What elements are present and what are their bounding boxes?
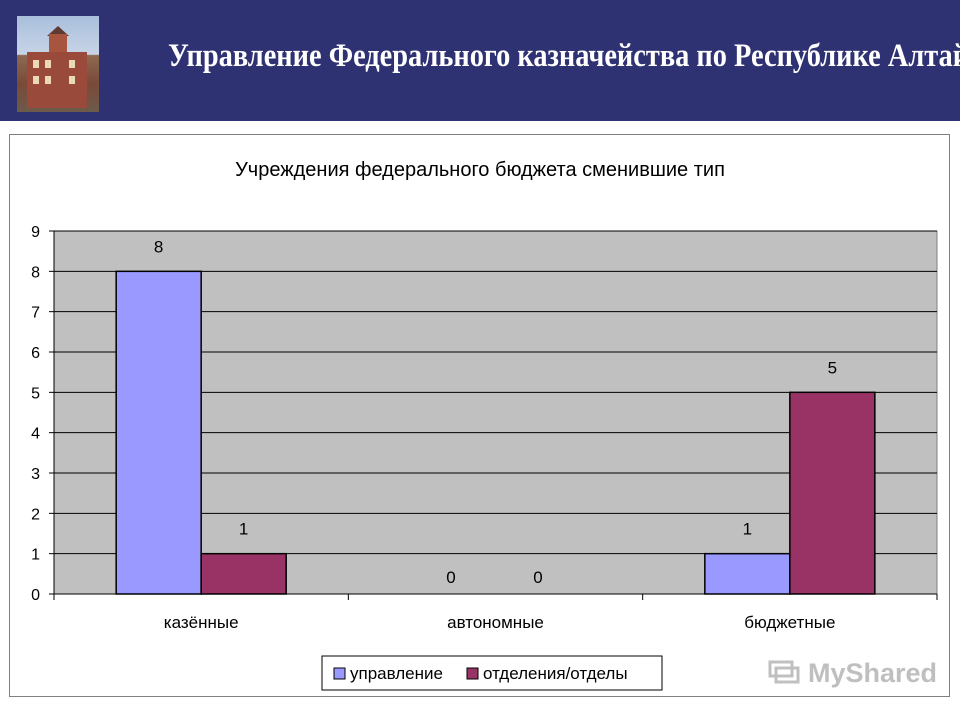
y-tick-label: 9 bbox=[31, 224, 40, 241]
legend-swatch bbox=[333, 667, 346, 680]
x-tick-label: бюджетные bbox=[744, 613, 835, 632]
data-label: 0 bbox=[533, 568, 542, 587]
x-tick-label: автономные bbox=[447, 613, 544, 632]
building-photo bbox=[17, 16, 99, 112]
y-tick-label: 4 bbox=[31, 426, 40, 443]
header-banner: Управление Федерального казначейства по … bbox=[0, 0, 960, 121]
y-tick-label: 7 bbox=[31, 305, 40, 322]
y-tick-label: 6 bbox=[31, 345, 40, 362]
bar-otdeleniya bbox=[200, 552, 287, 595]
y-tick-label: 3 bbox=[31, 466, 40, 483]
y-tick-label: 1 bbox=[31, 547, 40, 564]
y-tick-label: 8 bbox=[31, 264, 40, 281]
data-label: 1 bbox=[743, 520, 752, 539]
y-tick-label: 5 bbox=[31, 385, 40, 402]
data-label: 0 bbox=[446, 568, 455, 587]
x-tick-label: казённые bbox=[164, 613, 239, 632]
legend-swatch bbox=[466, 667, 479, 680]
bar-otdeleniya bbox=[789, 391, 876, 595]
legend-label: отделения/отделы bbox=[483, 664, 628, 683]
chart-title: Учреждения федерального бюджета сменивши… bbox=[235, 159, 725, 181]
y-tick-label: 0 bbox=[31, 587, 40, 604]
data-label: 1 bbox=[239, 520, 248, 539]
shared-logo-icon bbox=[768, 660, 800, 684]
legend-label: управление bbox=[350, 664, 443, 683]
data-label: 5 bbox=[828, 358, 837, 377]
data-label: 8 bbox=[154, 237, 163, 256]
watermark: MyShared bbox=[768, 656, 937, 690]
y-tick-label: 2 bbox=[31, 506, 40, 523]
bar-upravlenie bbox=[115, 270, 202, 595]
legend bbox=[321, 655, 663, 691]
watermark-text: MyShared bbox=[808, 658, 938, 688]
header-title: Управление Федерального казначейства по … bbox=[168, 38, 960, 74]
bar-upravlenie bbox=[704, 552, 791, 595]
